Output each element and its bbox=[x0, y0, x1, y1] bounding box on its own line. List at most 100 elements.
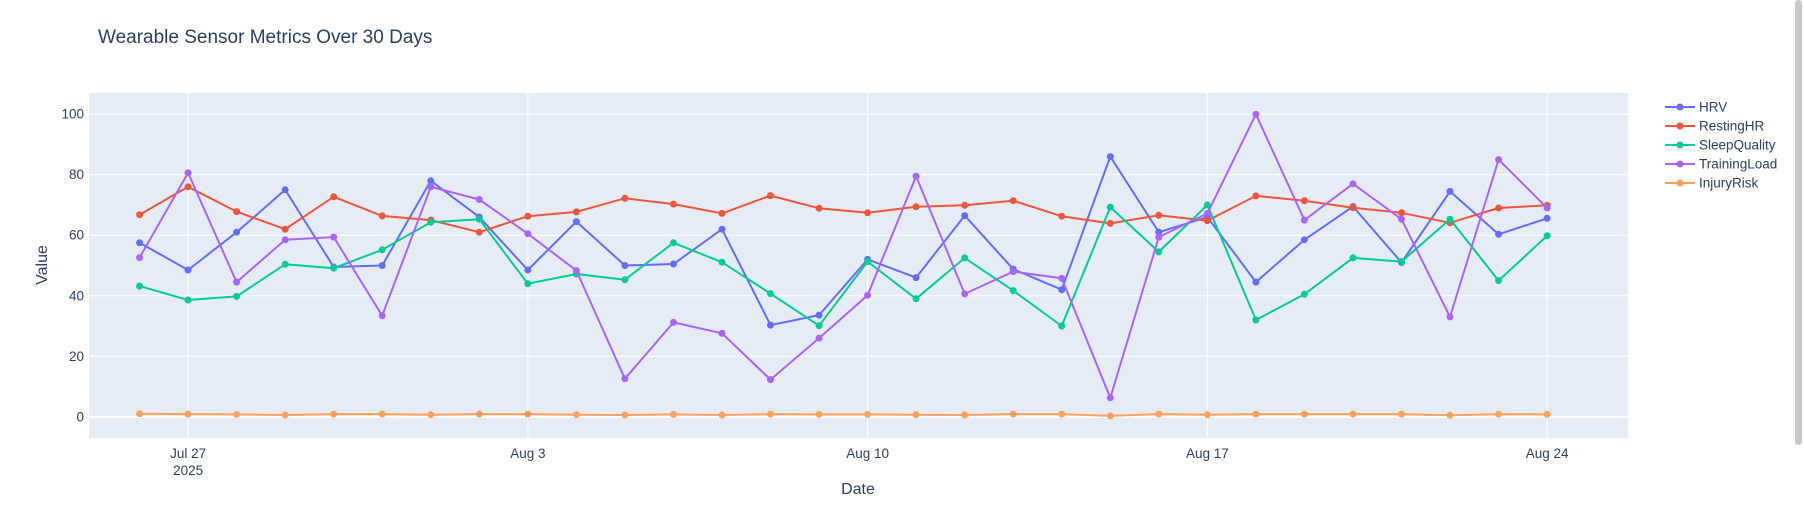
data-point-sleep-quality[interactable] bbox=[1543, 232, 1551, 240]
data-point-resting-hr[interactable] bbox=[378, 212, 386, 220]
data-point-training-load[interactable] bbox=[1300, 216, 1308, 224]
data-point-resting-hr[interactable] bbox=[1155, 211, 1163, 219]
data-point-hrv[interactable] bbox=[815, 311, 823, 319]
data-point-hrv[interactable] bbox=[912, 274, 920, 282]
data-point-sleep-quality[interactable] bbox=[621, 276, 629, 284]
data-point-injury-risk[interactable] bbox=[1203, 411, 1211, 419]
data-point-resting-hr[interactable] bbox=[475, 228, 483, 236]
data-point-injury-risk[interactable] bbox=[1058, 410, 1066, 418]
legend-item-injury-risk[interactable]: InjuryRisk bbox=[1665, 176, 1759, 191]
data-point-sleep-quality[interactable] bbox=[1495, 277, 1503, 285]
data-point-training-load[interactable] bbox=[1203, 209, 1211, 217]
data-point-injury-risk[interactable] bbox=[1398, 410, 1405, 418]
data-point-training-load[interactable] bbox=[912, 172, 920, 180]
data-point-hrv[interactable] bbox=[281, 186, 289, 194]
data-point-training-load[interactable] bbox=[378, 312, 386, 320]
data-point-injury-risk[interactable] bbox=[378, 410, 386, 418]
data-point-hrv[interactable] bbox=[1106, 153, 1114, 161]
data-point-sleep-quality[interactable] bbox=[961, 254, 969, 262]
data-point-resting-hr[interactable] bbox=[330, 193, 338, 201]
data-point-injury-risk[interactable] bbox=[621, 411, 629, 419]
data-point-sleep-quality[interactable] bbox=[378, 246, 386, 254]
data-point-sleep-quality[interactable] bbox=[1300, 290, 1308, 298]
data-point-training-load[interactable] bbox=[427, 183, 435, 191]
data-point-training-load[interactable] bbox=[718, 329, 726, 337]
data-point-training-load[interactable] bbox=[1155, 233, 1163, 241]
data-point-hrv[interactable] bbox=[670, 260, 677, 268]
data-point-hrv[interactable] bbox=[1252, 278, 1260, 286]
data-point-sleep-quality[interactable] bbox=[1203, 201, 1211, 209]
page-scrollbar[interactable] bbox=[1795, 0, 1802, 445]
data-point-hrv[interactable] bbox=[184, 266, 192, 274]
data-point-sleep-quality[interactable] bbox=[1398, 258, 1405, 266]
data-point-hrv[interactable] bbox=[378, 262, 386, 269]
data-point-resting-hr[interactable] bbox=[815, 204, 823, 212]
data-point-sleep-quality[interactable] bbox=[670, 239, 677, 247]
data-point-training-load[interactable] bbox=[1446, 313, 1454, 321]
legend-item-hrv[interactable]: HRV bbox=[1665, 100, 1727, 115]
data-point-hrv[interactable] bbox=[233, 228, 241, 236]
data-point-hrv[interactable] bbox=[621, 262, 629, 269]
data-point-injury-risk[interactable] bbox=[233, 410, 241, 418]
data-point-injury-risk[interactable] bbox=[1349, 410, 1357, 418]
data-point-resting-hr[interactable] bbox=[718, 209, 726, 217]
data-point-hrv[interactable] bbox=[767, 321, 774, 329]
data-point-injury-risk[interactable] bbox=[136, 410, 144, 418]
data-point-injury-risk[interactable] bbox=[427, 411, 435, 419]
data-point-resting-hr[interactable] bbox=[1203, 217, 1211, 225]
data-point-hrv[interactable] bbox=[1155, 228, 1163, 236]
data-point-resting-hr[interactable] bbox=[961, 201, 969, 209]
data-point-hrv[interactable] bbox=[1495, 230, 1503, 238]
data-point-resting-hr[interactable] bbox=[1398, 209, 1405, 217]
data-point-hrv[interactable] bbox=[136, 239, 144, 247]
data-point-injury-risk[interactable] bbox=[1252, 410, 1260, 418]
data-point-injury-risk[interactable] bbox=[961, 411, 969, 419]
data-point-injury-risk[interactable] bbox=[1495, 410, 1503, 418]
data-point-hrv[interactable] bbox=[718, 225, 726, 233]
data-point-sleep-quality[interactable] bbox=[1009, 287, 1017, 295]
data-point-sleep-quality[interactable] bbox=[1106, 203, 1114, 211]
data-point-hrv[interactable] bbox=[1543, 214, 1551, 222]
data-point-injury-risk[interactable] bbox=[767, 410, 774, 418]
data-point-resting-hr[interactable] bbox=[621, 194, 629, 202]
legend-item-sleep-quality[interactable]: SleepQuality bbox=[1665, 138, 1776, 153]
data-point-training-load[interactable] bbox=[572, 267, 580, 275]
data-point-injury-risk[interactable] bbox=[281, 411, 289, 419]
data-point-resting-hr[interactable] bbox=[864, 209, 872, 217]
data-point-sleep-quality[interactable] bbox=[718, 258, 726, 266]
data-point-sleep-quality[interactable] bbox=[815, 322, 823, 330]
data-point-sleep-quality[interactable] bbox=[1155, 248, 1163, 256]
data-point-training-load[interactable] bbox=[815, 334, 823, 342]
data-point-injury-risk[interactable] bbox=[718, 411, 726, 419]
data-point-sleep-quality[interactable] bbox=[330, 264, 338, 272]
data-point-resting-hr[interactable] bbox=[233, 208, 241, 216]
data-point-training-load[interactable] bbox=[1349, 180, 1357, 188]
data-point-hrv[interactable] bbox=[572, 218, 580, 226]
data-point-training-load[interactable] bbox=[475, 196, 483, 203]
data-point-resting-hr[interactable] bbox=[1495, 204, 1503, 212]
data-point-training-load[interactable] bbox=[1106, 394, 1114, 402]
data-point-sleep-quality[interactable] bbox=[184, 296, 192, 304]
data-point-resting-hr[interactable] bbox=[524, 212, 532, 220]
data-point-training-load[interactable] bbox=[330, 233, 338, 241]
data-point-sleep-quality[interactable] bbox=[1349, 254, 1357, 262]
data-point-sleep-quality[interactable] bbox=[1252, 316, 1260, 324]
data-point-resting-hr[interactable] bbox=[136, 211, 144, 219]
data-point-injury-risk[interactable] bbox=[1543, 410, 1551, 418]
data-point-resting-hr[interactable] bbox=[281, 225, 289, 233]
data-point-sleep-quality[interactable] bbox=[912, 295, 920, 303]
data-point-injury-risk[interactable] bbox=[864, 410, 872, 418]
data-point-injury-risk[interactable] bbox=[184, 410, 192, 418]
data-point-injury-risk[interactable] bbox=[815, 410, 823, 418]
data-point-sleep-quality[interactable] bbox=[136, 282, 144, 290]
data-point-sleep-quality[interactable] bbox=[524, 280, 532, 288]
data-point-training-load[interactable] bbox=[864, 291, 872, 299]
data-point-training-load[interactable] bbox=[184, 169, 192, 177]
data-point-resting-hr[interactable] bbox=[1106, 219, 1114, 227]
data-point-injury-risk[interactable] bbox=[475, 410, 483, 418]
data-point-injury-risk[interactable] bbox=[1106, 412, 1114, 420]
data-point-resting-hr[interactable] bbox=[1009, 197, 1017, 205]
data-point-injury-risk[interactable] bbox=[670, 410, 677, 418]
data-point-training-load[interactable] bbox=[1058, 274, 1066, 282]
data-point-training-load[interactable] bbox=[233, 278, 241, 286]
